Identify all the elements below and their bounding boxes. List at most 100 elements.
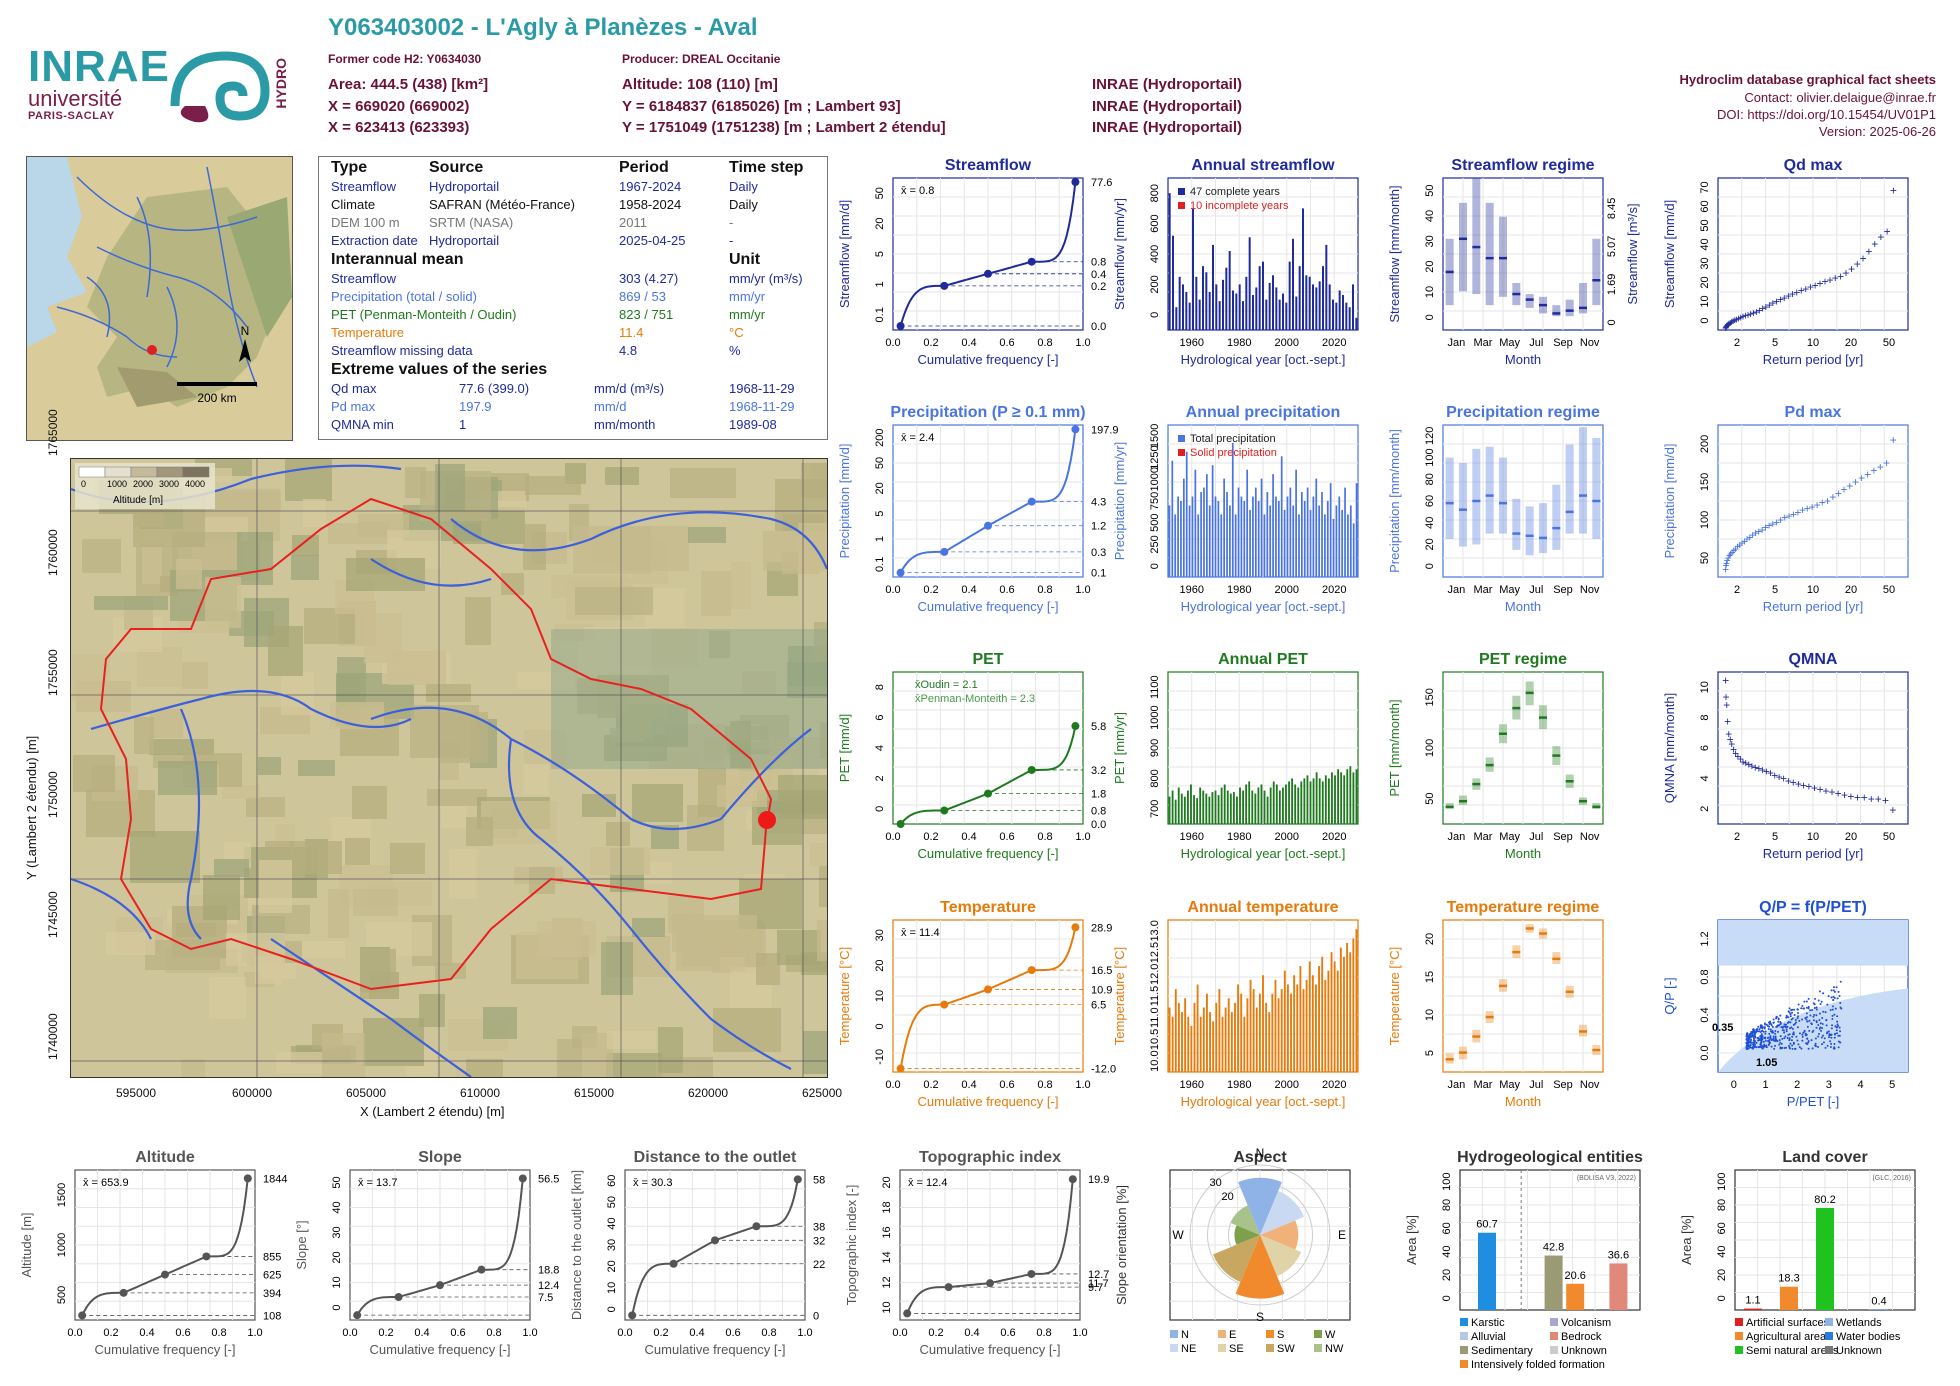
hydrogeology-ytick-4: 80	[1441, 1199, 1453, 1211]
annual-streamflow-bar-37	[1292, 238, 1294, 330]
pd-max-point-17: +	[1752, 526, 1759, 540]
qp-budyko-dot-400	[1815, 1026, 1818, 1029]
precip-regime-box-9	[1565, 444, 1574, 534]
qd-max-point-40: +	[1848, 262, 1855, 276]
precip-regime-box-6	[1525, 506, 1534, 556]
pet-fdc-xtick-5: 1.0	[1075, 831, 1090, 843]
annual-precip-bar-63	[1349, 505, 1352, 577]
qp-budyko-dot-171	[1830, 989, 1833, 992]
qp-budyko-dot-74	[1765, 1023, 1768, 1026]
streamflow-regime-box-1	[1459, 202, 1467, 292]
topo-cdf-xtick-3: 0.6	[1000, 1327, 1015, 1339]
qp-budyko-dot-158	[1756, 1037, 1759, 1040]
topo-cdf-ytick-3: 16	[881, 1226, 893, 1238]
annual-pet-bar-4	[1180, 793, 1183, 824]
river-3	[179, 708, 202, 940]
qp-budyko-dot-410	[1763, 1045, 1766, 1048]
precip-fdc-rtick-3: 0.3	[1091, 547, 1106, 559]
qp-budyko-dot-389	[1817, 1024, 1820, 1027]
qp-budyko-dot-473	[1750, 1032, 1753, 1035]
annual-temp-bar-26	[1249, 979, 1252, 1072]
qd-max-ytick-7: 70	[1699, 181, 1711, 193]
temp-fdc-xtick-4: 0.8	[1037, 1079, 1052, 1091]
qp-budyko-dot-459	[1763, 1022, 1766, 1025]
annual-precip-bar-46	[1301, 492, 1303, 577]
annual-pet-bar-8	[1193, 795, 1195, 824]
qp-budyko-dot-198	[1806, 1016, 1809, 1019]
annual-precip-bar-5	[1182, 478, 1185, 577]
annual-precip-bar-0	[1168, 505, 1171, 577]
qmna-point-40: +	[1889, 803, 1896, 817]
precip-fdc-xtick-5: 1.0	[1075, 584, 1090, 596]
annual-pet-bar-52	[1327, 778, 1330, 824]
legend-tick-4: 4000	[185, 479, 205, 489]
landcover-ylabel: Area [%]	[1679, 1215, 1694, 1265]
altitude-cdf-ytick-1: 1000	[56, 1233, 68, 1257]
pd-max-point-18: +	[1755, 524, 1762, 538]
precip-fdc-ytick-3: 20	[874, 482, 886, 494]
qp-budyko-dot-167	[1834, 1007, 1837, 1010]
extreme-row-1-c1: 197.9	[459, 399, 492, 414]
pd-max-point-36: +	[1835, 486, 1842, 500]
aspect-dir-W: W	[1172, 1228, 1184, 1242]
annual-temp-bar-57	[1346, 943, 1349, 1072]
streamflow-fdc-ytick-1: 1	[874, 281, 886, 287]
annual-pet-bar-7	[1190, 784, 1192, 824]
river-1	[450, 511, 827, 570]
annual-precip-bar-11	[1200, 492, 1202, 577]
qp-budyko-dot-328	[1814, 1037, 1817, 1040]
slope-cdf-ylabel: Slope [°]	[294, 1220, 309, 1269]
annual-temp-bar-18	[1224, 1007, 1227, 1072]
aspect-legend-3: W	[1325, 1329, 1336, 1341]
topo-cdf-mean: x̄ = 12.4	[908, 1177, 947, 1189]
altitude-cdf-ylabel: Altitude [m]	[19, 1212, 34, 1277]
info-row-2-c1: SRTM (NASA)	[429, 215, 514, 230]
pd-max-point-37: +	[1840, 483, 1847, 497]
annual-pet-bar-11	[1202, 790, 1205, 824]
annual-precip-bar-39	[1280, 456, 1283, 577]
annual-temp-bar-45	[1308, 961, 1311, 1072]
qp-budyko-dot-45	[1818, 1012, 1821, 1015]
qp-budyko-dot-122	[1790, 1039, 1793, 1042]
paris-saclay-logo: PARIS-SACLAY	[28, 110, 115, 122]
topo-cdf-ylabel: Topographic index [-]	[844, 1185, 859, 1306]
annual-pet-xtick-0: 1960	[1180, 831, 1204, 843]
topo-cdf-xtick-1: 0.2	[928, 1327, 943, 1339]
precip-fdc-rtick-1: 4.3	[1091, 497, 1106, 509]
map-xtick-4: 615000	[574, 1086, 615, 1100]
annual-streamflow-bar-44	[1315, 287, 1318, 330]
annual-precip-bar-51	[1315, 478, 1318, 577]
temp-regime-xlabel: Month	[1505, 1094, 1541, 1109]
qp-budyko-dot-75	[1815, 1008, 1818, 1011]
altitude-cdf-xlabel: Cumulative frequency [-]	[95, 1342, 236, 1357]
qp-budyko-dot-381	[1808, 1019, 1811, 1022]
streamflow-fdc-point-1	[940, 281, 949, 290]
annual-streamflow-bar-18	[1228, 250, 1231, 330]
qp-budyko-dot-248	[1777, 1018, 1780, 1021]
temp-fdc-rtick-1: 16.5	[1091, 965, 1112, 977]
pet-regime-xtick-4: Sep	[1553, 831, 1573, 843]
annual-precip-bar-45	[1298, 514, 1300, 577]
precip-regime-chart: Precipitation regime Month Precipitation […	[1387, 404, 1604, 614]
annual-temp-bar-27	[1252, 989, 1255, 1072]
qd-max-xlabel: Return period [yr]	[1763, 352, 1863, 367]
annual-streamflow-bar-55	[1352, 284, 1354, 330]
pd-max-point-39: +	[1852, 475, 1859, 489]
streamflow-fdc-xtick-0: 0.0	[885, 337, 900, 349]
x-lambert93: X = 669020 (669002)	[328, 98, 470, 115]
topo-cdf-rtick-3: 9.7	[1088, 1282, 1103, 1294]
landcover-bar-1	[1780, 1286, 1798, 1310]
qmna-point-21: +	[1776, 770, 1783, 784]
river-4	[370, 706, 722, 831]
map-ytick-1: 1745000	[46, 891, 60, 938]
temp-fdc-rtick-4: -12.0	[1091, 1064, 1116, 1076]
qmna-point-38: +	[1875, 792, 1882, 806]
qp-budyko-dot-423	[1747, 1039, 1750, 1042]
pd-max-ytick-0: 50	[1699, 552, 1711, 564]
annual-pet-bar-2	[1174, 799, 1177, 824]
altitude-cdf-ytick-2: 1500	[56, 1183, 68, 1207]
annual-streamflow-bar-19	[1232, 290, 1234, 330]
qp-budyko-dot-457	[1770, 1045, 1773, 1048]
river-7	[270, 938, 472, 1077]
qp-budyko-dot-112	[1813, 1013, 1816, 1016]
